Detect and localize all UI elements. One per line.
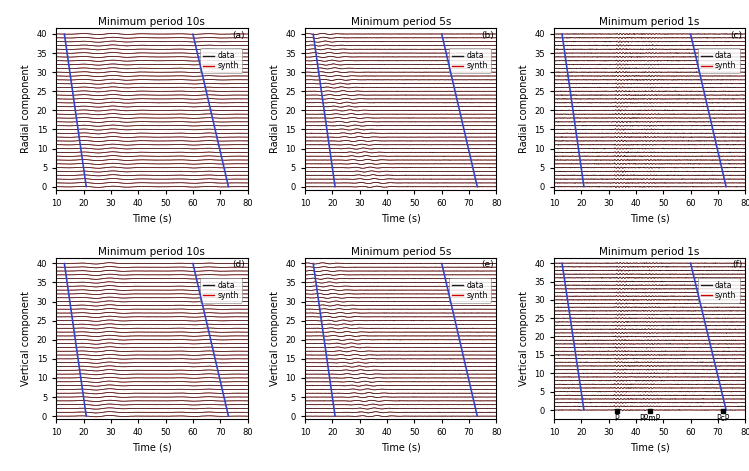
Text: (c): (c) <box>730 31 742 40</box>
Title: Minimum period 5s: Minimum period 5s <box>351 17 451 27</box>
Y-axis label: Radial component: Radial component <box>270 65 280 154</box>
Title: Minimum period 1s: Minimum period 1s <box>599 247 700 257</box>
X-axis label: Time (s): Time (s) <box>132 443 172 453</box>
Text: PcP: PcP <box>717 414 730 423</box>
Y-axis label: Vertical component: Vertical component <box>518 291 529 386</box>
Y-axis label: Radial component: Radial component <box>518 65 529 154</box>
Legend: data, synth: data, synth <box>697 48 739 73</box>
Text: (e): (e) <box>481 260 494 269</box>
Y-axis label: Vertical component: Vertical component <box>21 291 31 386</box>
X-axis label: Time (s): Time (s) <box>380 213 421 223</box>
X-axis label: Time (s): Time (s) <box>630 213 670 223</box>
X-axis label: Time (s): Time (s) <box>132 213 172 223</box>
Text: (b): (b) <box>481 31 494 40</box>
Text: (a): (a) <box>232 31 245 40</box>
Legend: data, synth: data, synth <box>697 277 739 303</box>
Title: Minimum period 5s: Minimum period 5s <box>351 247 451 257</box>
X-axis label: Time (s): Time (s) <box>380 443 421 453</box>
Legend: data, synth: data, synth <box>200 48 242 73</box>
Text: (d): (d) <box>232 260 245 269</box>
Text: (f): (f) <box>732 260 742 269</box>
Text: P: P <box>614 414 619 423</box>
Y-axis label: Radial component: Radial component <box>21 65 31 154</box>
Legend: data, synth: data, synth <box>200 277 242 303</box>
Legend: data, synth: data, synth <box>449 48 491 73</box>
Text: PPmP: PPmP <box>639 414 660 423</box>
X-axis label: Time (s): Time (s) <box>630 443 670 453</box>
Y-axis label: Vertical component: Vertical component <box>270 291 280 386</box>
Title: Minimum period 10s: Minimum period 10s <box>98 17 205 27</box>
Title: Minimum period 1s: Minimum period 1s <box>599 17 700 27</box>
Title: Minimum period 10s: Minimum period 10s <box>98 247 205 257</box>
Legend: data, synth: data, synth <box>449 277 491 303</box>
